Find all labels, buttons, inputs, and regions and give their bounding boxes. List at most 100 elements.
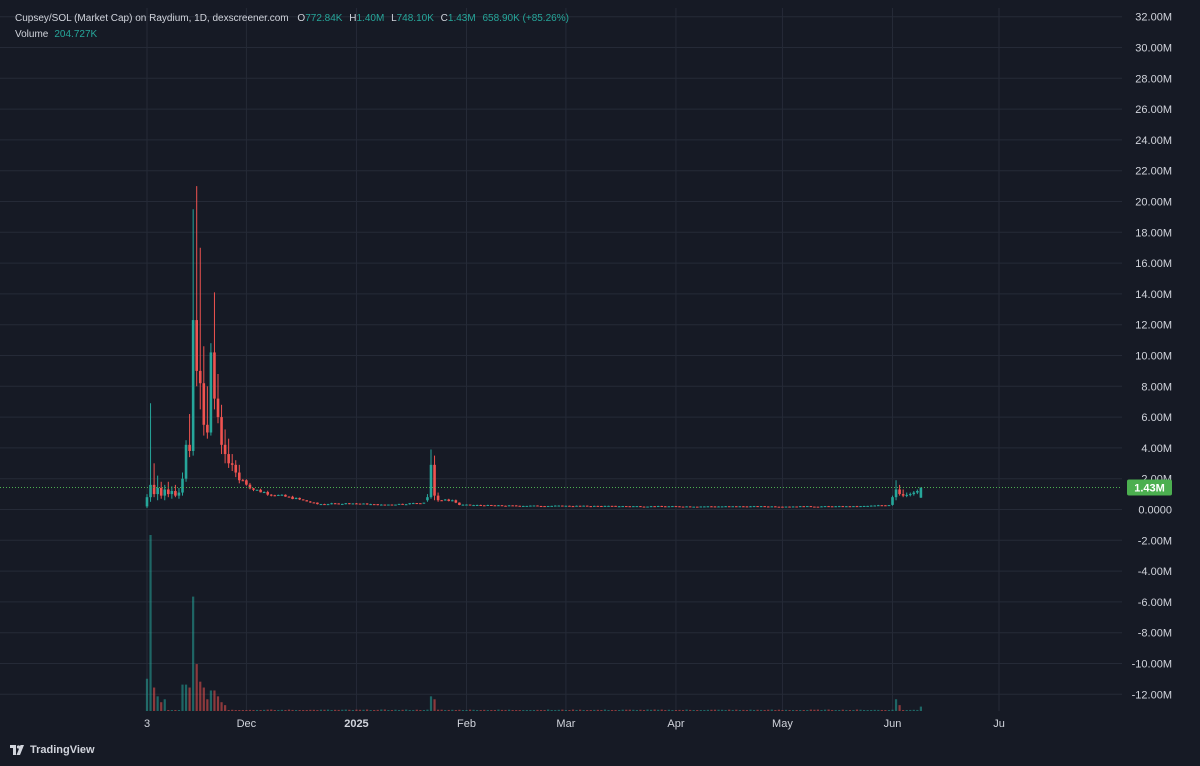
low-value: 748.10K: [396, 13, 434, 24]
candle-body: [422, 502, 426, 504]
volume-bar: [745, 710, 749, 711]
volume-bar: [383, 709, 386, 711]
candle-body: [731, 506, 735, 508]
volume-bar: [816, 709, 820, 711]
candle-body: [174, 491, 177, 496]
volume-bar: [273, 710, 276, 711]
volume-bar: [451, 709, 454, 711]
candle-body: [798, 506, 802, 508]
volume-bar: [866, 710, 869, 711]
volume-bar: [532, 710, 536, 711]
candle-body: [355, 503, 358, 505]
candle-body: [312, 502, 316, 504]
candle-body: [823, 506, 827, 508]
candle-body: [301, 499, 305, 501]
volume-bar: [525, 710, 528, 711]
volume-bar: [405, 709, 408, 711]
candle-body: [149, 484, 152, 498]
y-tick-label: 20.00M: [1135, 197, 1172, 209]
candle-body: [916, 491, 919, 493]
open-label: O: [297, 13, 306, 24]
candle-body: [884, 505, 887, 507]
volume-bar: [202, 687, 205, 711]
y-tick-label: 0.0000: [1138, 505, 1172, 517]
volume-bar: [717, 709, 720, 711]
volume-bar: [706, 709, 709, 711]
volume-bar: [326, 709, 330, 711]
symbol-title[interactable]: Cupsey/SOL (Market Cap) on Raydium, 1D, …: [15, 13, 289, 24]
candle-body: [490, 504, 493, 506]
candle-body: [578, 505, 582, 507]
volume-bar: [145, 678, 149, 711]
volume-bar: [674, 710, 678, 711]
candle-body: [319, 504, 323, 506]
candle-body: [404, 504, 408, 506]
candle-body: [607, 505, 610, 507]
volume-bar: [529, 710, 532, 711]
candle-body: [827, 506, 830, 508]
volume-bar: [571, 709, 575, 711]
volume-bar: [728, 709, 731, 711]
volume-bar: [337, 709, 340, 711]
candle-body: [717, 506, 720, 508]
volume-bar: [646, 709, 649, 711]
volume-bar: [511, 710, 514, 711]
y-tick-label: -4.00M: [1138, 566, 1172, 578]
candle-body: [351, 503, 355, 505]
candle-body: [667, 506, 671, 508]
candle-body: [877, 505, 880, 507]
volume-bar: [248, 709, 252, 711]
candle-body: [465, 504, 468, 506]
volume-bar: [642, 710, 646, 711]
candle-body: [252, 488, 255, 490]
candle-body: [518, 505, 522, 507]
candle-body: [525, 505, 529, 507]
volume-bar: [820, 710, 823, 711]
volume-bar: [667, 709, 670, 711]
candle-body: [720, 506, 724, 508]
candle-body: [632, 506, 635, 508]
volume-bar: [213, 690, 216, 711]
volume-label[interactable]: Volume: [15, 29, 49, 40]
x-tick-label: Dec: [237, 718, 257, 730]
candle-body: [401, 503, 404, 505]
volume-bar: [834, 710, 837, 711]
volume-bar: [479, 710, 482, 711]
volume-bar: [241, 710, 244, 711]
volume-bar: [437, 709, 440, 711]
y-tick-label: 26.00M: [1135, 104, 1172, 116]
x-tick-label: Apr: [667, 718, 684, 730]
candle-body: [553, 505, 557, 507]
candle-body: [791, 506, 795, 508]
y-tick-label: 32.00M: [1135, 12, 1172, 24]
volume-bar: [220, 702, 223, 711]
candle-body: [152, 484, 156, 495]
candle-body: [436, 495, 440, 501]
volume-bar: [373, 710, 376, 711]
candle-body: [273, 495, 277, 497]
candle-body: [855, 506, 859, 508]
candle-body: [834, 506, 837, 508]
volume-bar: [568, 710, 571, 711]
candle-body: [305, 500, 309, 502]
volume-bar: [390, 710, 394, 711]
candle-body: [685, 506, 688, 508]
volume-bar: [589, 710, 592, 711]
candle-body: [600, 505, 603, 507]
y-tick-label: 18.00M: [1135, 227, 1172, 239]
volume-bar: [440, 709, 443, 711]
volume-bar: [859, 709, 862, 711]
tradingview-logo[interactable]: TradingView: [10, 744, 95, 756]
candle-body: [582, 505, 585, 507]
candle-body: [745, 506, 749, 508]
volume-bar: [781, 710, 784, 711]
volume-bar: [429, 696, 433, 711]
candle-body: [500, 505, 504, 507]
volume-bar: [319, 709, 323, 711]
volume-bar: [504, 709, 507, 711]
y-tick-label: -6.00M: [1138, 597, 1172, 609]
candle-body: [635, 506, 639, 508]
volume-bar: [500, 709, 504, 711]
